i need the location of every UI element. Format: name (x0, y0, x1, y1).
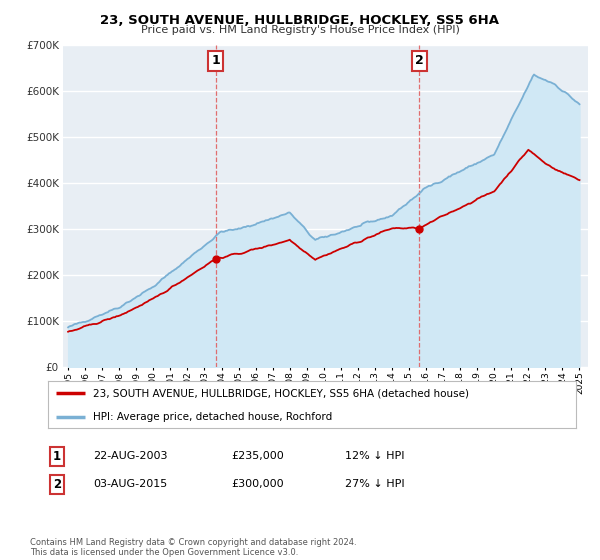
Text: 2: 2 (53, 478, 61, 491)
Text: 27% ↓ HPI: 27% ↓ HPI (345, 479, 404, 489)
Text: Contains HM Land Registry data © Crown copyright and database right 2024.
This d: Contains HM Land Registry data © Crown c… (30, 538, 356, 557)
Text: £235,000: £235,000 (231, 451, 284, 461)
Text: 12% ↓ HPI: 12% ↓ HPI (345, 451, 404, 461)
Text: £300,000: £300,000 (231, 479, 284, 489)
Text: Price paid vs. HM Land Registry's House Price Index (HPI): Price paid vs. HM Land Registry's House … (140, 25, 460, 35)
Text: 23, SOUTH AVENUE, HULLBRIDGE, HOCKLEY, SS5 6HA: 23, SOUTH AVENUE, HULLBRIDGE, HOCKLEY, S… (101, 14, 499, 27)
Text: 1: 1 (53, 450, 61, 463)
Text: 2: 2 (415, 54, 424, 67)
Text: HPI: Average price, detached house, Rochford: HPI: Average price, detached house, Roch… (93, 413, 332, 422)
Text: 03-AUG-2015: 03-AUG-2015 (93, 479, 167, 489)
Text: 23, SOUTH AVENUE, HULLBRIDGE, HOCKLEY, SS5 6HA (detached house): 23, SOUTH AVENUE, HULLBRIDGE, HOCKLEY, S… (93, 389, 469, 399)
Text: 22-AUG-2003: 22-AUG-2003 (93, 451, 167, 461)
Text: 1: 1 (211, 54, 220, 67)
